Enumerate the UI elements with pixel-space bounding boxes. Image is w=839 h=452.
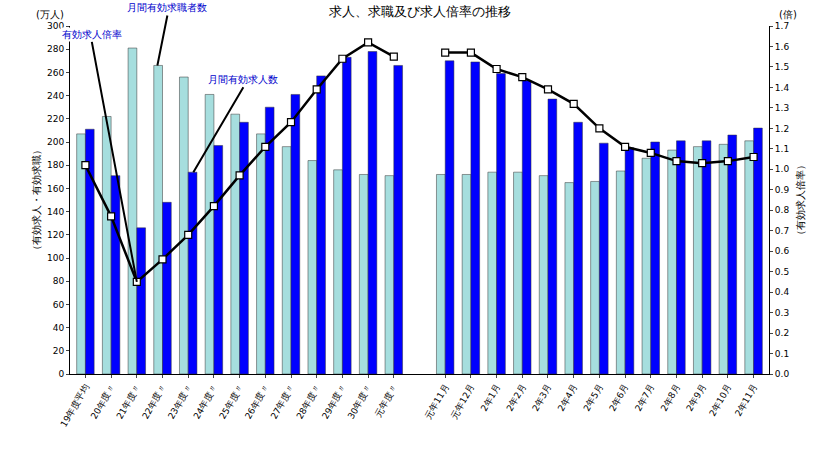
svg-text:2年1月: 2年1月 [479, 383, 502, 414]
svg-text:月間有効求人数: 月間有効求人数 [208, 74, 278, 85]
svg-text:29年度〃: 29年度〃 [320, 383, 348, 421]
svg-text:22年度〃: 22年度〃 [140, 383, 168, 421]
svg-text:200: 200 [47, 137, 64, 147]
svg-text:元年11月: 元年11月 [423, 383, 451, 421]
svg-text:0.6: 0.6 [775, 246, 790, 256]
svg-text:0.4: 0.4 [775, 287, 790, 297]
svg-text:1.2: 1.2 [775, 124, 789, 134]
svg-text:1.5: 1.5 [775, 62, 789, 72]
svg-text:2年9月: 2年9月 [684, 383, 707, 414]
svg-text:（有効求人・有効求職）: （有効求人・有効求職） [31, 145, 42, 255]
svg-text:220: 220 [47, 114, 64, 124]
svg-text:0.8: 0.8 [775, 205, 790, 215]
svg-text:(倍): (倍) [779, 9, 797, 20]
svg-text:元年12月: 元年12月 [449, 383, 477, 421]
svg-text:30年度〃: 30年度〃 [346, 383, 374, 421]
svg-text:2年8月: 2年8月 [659, 383, 682, 414]
svg-text:27年度〃: 27年度〃 [269, 383, 297, 421]
svg-text:2年3月: 2年3月 [530, 383, 553, 414]
svg-text:（有効求人倍率）: （有効求人倍率） [795, 160, 806, 240]
svg-text:元年度〃: 元年度〃 [373, 383, 400, 419]
svg-text:0.2: 0.2 [775, 328, 789, 338]
svg-text:300: 300 [47, 21, 64, 31]
svg-text:23年度〃: 23年度〃 [166, 383, 194, 421]
svg-text:2年5月: 2年5月 [582, 383, 605, 414]
svg-text:1.6: 1.6 [775, 42, 790, 52]
svg-text:2年11月: 2年11月 [733, 383, 759, 418]
svg-text:月間有効求職者数: 月間有効求職者数 [127, 2, 207, 13]
svg-text:20年度〃: 20年度〃 [89, 383, 117, 421]
svg-text:2年6月: 2年6月 [607, 383, 630, 414]
svg-text:260: 260 [47, 68, 64, 78]
svg-text:100: 100 [47, 253, 64, 263]
svg-text:21年度〃: 21年度〃 [115, 383, 143, 421]
svg-text:120: 120 [47, 230, 64, 240]
svg-text:25年度〃: 25年度〃 [217, 383, 245, 421]
svg-text:60: 60 [53, 300, 65, 310]
svg-text:24年度〃: 24年度〃 [192, 383, 220, 421]
svg-text:0: 0 [58, 369, 64, 379]
svg-text:20: 20 [53, 346, 65, 356]
svg-text:0.3: 0.3 [775, 308, 789, 318]
svg-text:1.7: 1.7 [775, 21, 789, 31]
svg-text:1.3: 1.3 [775, 103, 789, 113]
svg-text:26年度〃: 26年度〃 [243, 383, 271, 421]
svg-text:0.7: 0.7 [775, 226, 789, 236]
svg-text:2年2月: 2年2月 [505, 383, 528, 414]
svg-text:240: 240 [47, 91, 64, 101]
svg-text:1.0: 1.0 [775, 164, 790, 174]
svg-text:0.1: 0.1 [775, 349, 789, 359]
svg-text:(万人): (万人) [36, 9, 64, 20]
svg-text:19年度平均: 19年度平均 [59, 383, 91, 429]
svg-text:2年10月: 2年10月 [707, 383, 733, 418]
svg-text:1.4: 1.4 [775, 83, 790, 93]
svg-text:0.0: 0.0 [775, 369, 790, 379]
svg-text:0.9: 0.9 [775, 185, 790, 195]
svg-text:2年7月: 2年7月 [633, 383, 656, 414]
svg-text:160: 160 [47, 184, 64, 194]
svg-text:140: 140 [47, 207, 64, 217]
svg-text:40: 40 [53, 323, 65, 333]
svg-text:80: 80 [53, 276, 65, 286]
svg-text:280: 280 [47, 44, 64, 54]
svg-text:180: 180 [47, 160, 64, 170]
svg-text:0.5: 0.5 [775, 267, 789, 277]
svg-text:有効求人倍率: 有効求人倍率 [62, 29, 122, 40]
svg-text:1.1: 1.1 [775, 144, 789, 154]
svg-text:2年4月: 2年4月 [556, 383, 579, 414]
svg-text:求人、求職及び求人倍率の推移: 求人、求職及び求人倍率の推移 [329, 4, 511, 19]
svg-text:28年度〃: 28年度〃 [294, 383, 322, 421]
